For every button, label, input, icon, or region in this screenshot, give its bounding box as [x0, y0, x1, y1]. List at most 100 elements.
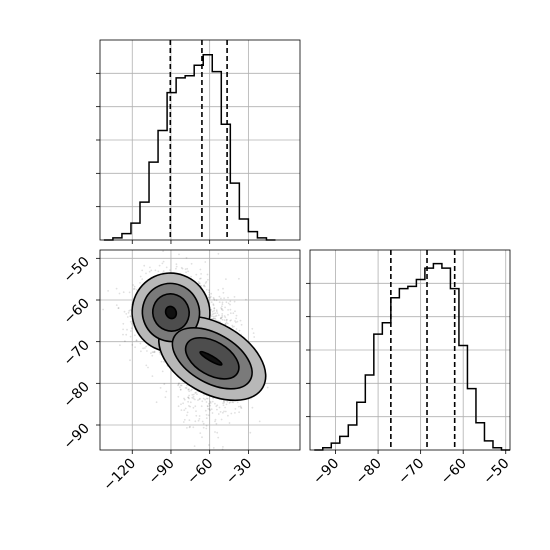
scatter-point — [129, 309, 132, 311]
scatter-point — [118, 292, 121, 295]
scatter-point — [207, 405, 209, 408]
scatter-point — [131, 344, 134, 346]
scatter-point — [212, 317, 215, 320]
contour-blob — [164, 305, 178, 320]
scatter-point — [226, 322, 229, 325]
scatter-point — [221, 318, 224, 321]
scatter-point — [162, 270, 165, 272]
scatter-point — [227, 414, 229, 417]
scatter-point — [182, 402, 185, 405]
scatter-point — [266, 386, 269, 389]
scatter-point — [163, 360, 165, 363]
scatter-point — [240, 407, 243, 409]
scatter-point — [228, 402, 231, 404]
scatter-point — [220, 308, 223, 311]
scatter-point — [201, 420, 204, 423]
scatter-point — [145, 364, 148, 367]
hist-x1-grid — [310, 250, 510, 450]
scatter-point — [188, 394, 191, 397]
scatter-point — [199, 282, 201, 285]
scatter-point — [208, 293, 211, 296]
scatter-point — [235, 317, 238, 320]
scatter-point — [185, 387, 188, 389]
scatter-point — [234, 310, 236, 313]
scatter-point — [177, 405, 180, 408]
scatter-point — [190, 389, 192, 392]
scatter-point — [217, 413, 220, 415]
scatter-point — [153, 351, 156, 354]
hist-x1-ticks — [306, 282, 507, 454]
scatter-point — [139, 282, 141, 284]
scatter-point — [202, 426, 205, 429]
scatter-point — [225, 318, 228, 321]
scatter-point — [191, 388, 193, 391]
scatter-point — [224, 306, 227, 309]
scatter-point — [204, 409, 207, 412]
scatter-point — [239, 405, 242, 408]
scatter-point — [102, 308, 104, 311]
scatter-point — [233, 300, 236, 303]
scatter-point — [175, 263, 178, 266]
scatter-point — [253, 336, 256, 338]
scatter-point — [135, 339, 138, 341]
scatter-point — [192, 393, 195, 396]
scatter-point — [236, 401, 239, 404]
scatter-point — [221, 301, 224, 304]
scatter-point — [183, 397, 185, 400]
scatter-point — [209, 295, 212, 298]
scatter-point — [215, 314, 218, 317]
scatter-point — [213, 307, 216, 310]
joint-x-axis: −120 −90 −60 −30 — [101, 450, 255, 494]
scatter-point — [215, 405, 218, 408]
scatter-point — [235, 321, 237, 324]
scatter-point — [197, 419, 200, 422]
scatter-point — [258, 420, 261, 423]
scatter-point — [195, 410, 197, 412]
scatter-point — [129, 335, 132, 338]
scatter-point — [139, 275, 142, 278]
scatter-point — [209, 409, 212, 412]
hist-x1-panel: −90 −80 −70 −60 −50 — [306, 249, 513, 488]
scatter-point — [206, 405, 209, 407]
scatter-point — [221, 316, 224, 319]
scatter-point — [131, 322, 133, 325]
scatter-point — [208, 291, 211, 294]
scatter-point — [205, 413, 208, 416]
scatter-point — [178, 253, 180, 256]
scatter-point — [221, 314, 224, 317]
scatter-point — [251, 327, 254, 330]
scatter-point — [207, 278, 209, 281]
scatter-point — [209, 402, 212, 404]
scatter-point — [212, 397, 215, 400]
scatter-point — [208, 402, 210, 405]
scatter-point — [186, 414, 188, 417]
scatter-point — [220, 307, 222, 309]
x-tick-label: −90 — [146, 456, 178, 488]
scatter-point — [221, 313, 224, 315]
scatter-point — [133, 288, 136, 290]
scatter-point — [239, 319, 242, 322]
joint-contours — [131, 272, 267, 402]
scatter-point — [154, 269, 157, 272]
scatter-point — [165, 266, 168, 269]
contour-level — [164, 305, 223, 366]
scatter-point — [180, 384, 183, 387]
scatter-point — [122, 333, 124, 336]
scatter-point — [221, 309, 224, 312]
scatter-point — [217, 436, 220, 439]
scatter-point — [187, 388, 190, 391]
scatter-point — [211, 400, 214, 403]
scatter-point — [188, 390, 191, 393]
scatter-point — [122, 291, 125, 294]
scatter-point — [117, 307, 120, 309]
x-tick-label: −70 — [395, 456, 427, 488]
scatter-point — [217, 252, 220, 255]
scatter-point — [165, 390, 168, 393]
scatter-point — [204, 261, 207, 263]
scatter-point — [200, 273, 203, 275]
scatter-point — [126, 328, 128, 331]
scatter-point — [205, 424, 208, 427]
scatter-point — [152, 351, 155, 353]
scatter-point — [130, 330, 132, 332]
scatter-point — [188, 397, 191, 400]
